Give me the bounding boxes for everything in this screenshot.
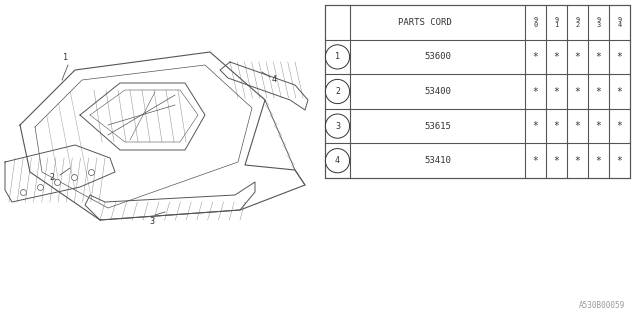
Text: *: * <box>596 52 602 62</box>
Text: *: * <box>596 121 602 131</box>
Text: *: * <box>532 121 538 131</box>
Text: *: * <box>596 156 602 166</box>
Text: *: * <box>575 52 580 62</box>
Text: *: * <box>616 86 623 97</box>
Text: 3: 3 <box>150 218 154 227</box>
Text: *: * <box>554 156 559 166</box>
Circle shape <box>325 114 349 138</box>
Text: *: * <box>616 156 623 166</box>
Text: *: * <box>532 52 538 62</box>
Circle shape <box>325 148 349 173</box>
Circle shape <box>88 170 95 175</box>
Text: *: * <box>532 156 538 166</box>
Text: A530B00059: A530B00059 <box>579 301 625 310</box>
Text: *: * <box>554 52 559 62</box>
Text: 9
2: 9 2 <box>575 17 580 28</box>
Text: 9
1: 9 1 <box>554 17 559 28</box>
Text: 53410: 53410 <box>424 156 451 165</box>
Text: 53615: 53615 <box>424 122 451 131</box>
Text: 1: 1 <box>335 52 340 61</box>
Circle shape <box>72 174 77 180</box>
Circle shape <box>54 180 61 186</box>
Text: 53400: 53400 <box>424 87 451 96</box>
Text: 4: 4 <box>271 76 276 84</box>
Text: 9
0: 9 0 <box>533 17 538 28</box>
Text: *: * <box>575 121 580 131</box>
Text: PARTS CORD: PARTS CORD <box>398 18 452 27</box>
Text: *: * <box>575 86 580 97</box>
Text: 3: 3 <box>335 122 340 131</box>
Text: 53600: 53600 <box>424 52 451 61</box>
Text: 4: 4 <box>335 156 340 165</box>
Text: *: * <box>616 121 623 131</box>
Bar <box>325 5 630 178</box>
Circle shape <box>38 185 44 190</box>
Text: *: * <box>554 86 559 97</box>
Text: 9
4: 9 4 <box>618 17 621 28</box>
Text: *: * <box>532 86 538 97</box>
Text: *: * <box>616 52 623 62</box>
Text: 9
3: 9 3 <box>596 17 600 28</box>
Text: *: * <box>596 86 602 97</box>
Text: 2: 2 <box>335 87 340 96</box>
Circle shape <box>325 79 349 104</box>
Text: *: * <box>554 121 559 131</box>
Circle shape <box>20 189 26 196</box>
Text: *: * <box>575 156 580 166</box>
Text: 2: 2 <box>49 173 54 182</box>
Circle shape <box>325 45 349 69</box>
Text: 1: 1 <box>63 53 67 62</box>
